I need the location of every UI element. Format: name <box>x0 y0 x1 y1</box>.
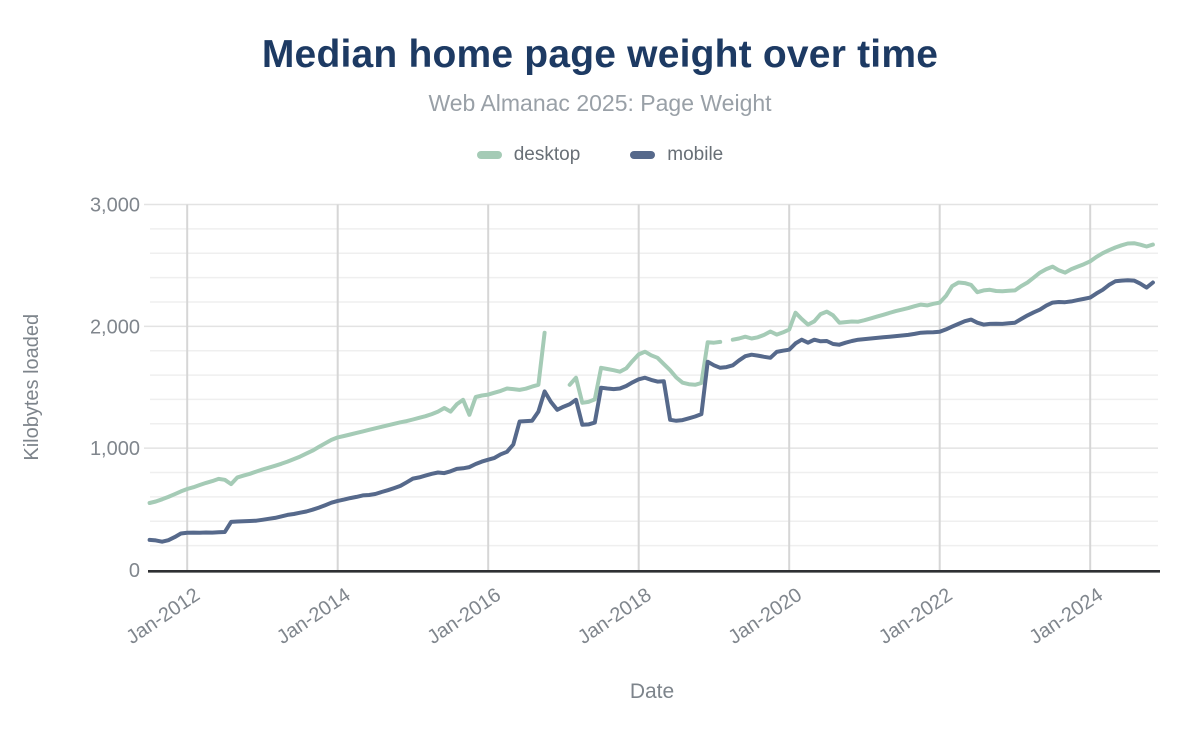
legend-item-mobile[interactable]: mobile <box>630 144 723 166</box>
x-tick-label: Jan-2016 <box>424 584 505 649</box>
x-axis-title: Date <box>630 680 674 703</box>
mobile-legend-label: mobile <box>667 144 724 165</box>
legend: desktop mobile <box>0 144 1200 166</box>
x-tick-label: Jan-2012 <box>123 584 204 649</box>
desktop-line[interactable] <box>147 241 1155 505</box>
page-title: Median home page weight over time <box>261 33 939 76</box>
y-tick-label: 3,000 <box>90 195 140 217</box>
chart-subtitle: Web Almanac 2025: Page Weight <box>428 90 772 116</box>
y-tick-label: 1,000 <box>90 438 140 460</box>
legend-item-desktop[interactable]: desktop <box>476 144 581 166</box>
x-tick-label: Jan-2020 <box>725 584 806 649</box>
x-tick-label: Jan-2022 <box>875 584 956 649</box>
x-tick-label: Jan-2014 <box>273 584 354 649</box>
x-tick-label: Jan-2024 <box>1026 584 1107 649</box>
desktop-legend-swatch <box>476 151 502 159</box>
mobile-line[interactable] <box>147 278 1155 544</box>
y-tick-label: 0 <box>129 560 140 582</box>
y-axis-title: Kilobytes loaded <box>21 314 43 461</box>
mobile-legend-swatch <box>630 151 656 159</box>
desktop-legend-label: desktop <box>513 144 581 165</box>
x-tick-label: Jan-2018 <box>574 584 655 649</box>
y-tick-label: 2,000 <box>90 316 140 338</box>
